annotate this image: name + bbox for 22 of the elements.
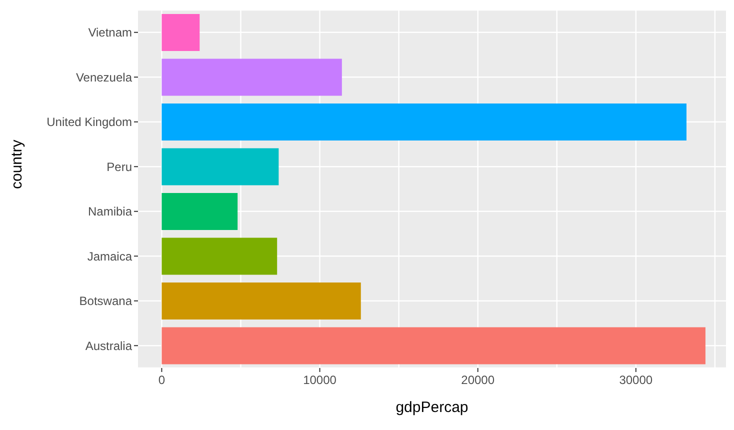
bar	[162, 148, 279, 186]
y-tick-label: United Kingdom	[46, 115, 132, 130]
bar	[162, 238, 278, 275]
y-axis-title: country	[8, 139, 26, 189]
y-tick-label: Peru	[106, 160, 132, 174]
y-tick-label: Jamaica	[87, 249, 132, 264]
x-axis-title: gdpPercap	[396, 399, 468, 416]
bar	[162, 58, 342, 96]
x-tick-label: 30000	[619, 373, 653, 387]
x-tick-label: 20000	[461, 373, 495, 387]
bar	[162, 104, 686, 141]
y-tick-label: Botswana	[79, 294, 132, 308]
bar	[162, 14, 200, 52]
x-tick-label: 0	[158, 373, 166, 387]
bar	[162, 282, 361, 320]
y-tick-label: Venezuela	[76, 70, 132, 84]
y-tick-label: Australia	[85, 338, 132, 353]
y-tick-label: Vietnam	[88, 26, 132, 40]
bar	[162, 327, 706, 364]
bar	[162, 193, 238, 230]
y-tick-label: Namibia	[88, 204, 132, 219]
x-tick-label: 10000	[303, 373, 337, 387]
